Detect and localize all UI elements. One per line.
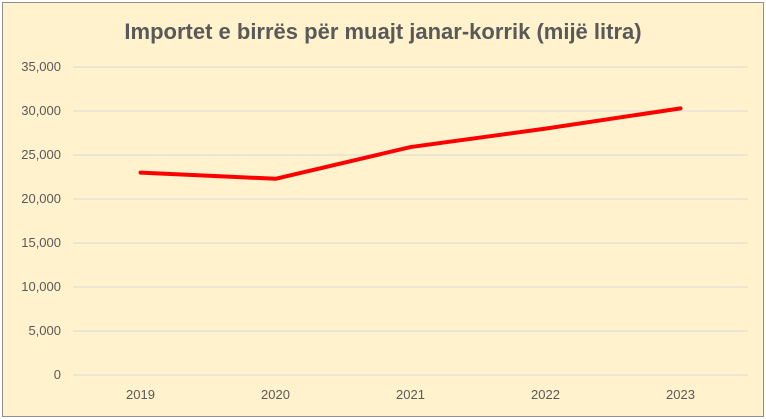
line-chart: 0 5,000 10,000 15,000 20,000 25,000 30,000 35,0… (21, 59, 748, 402)
series-line (138, 106, 683, 181)
x-tick-label: 2022 (531, 387, 560, 402)
y-tick-label: 15,000 (21, 235, 61, 250)
x-tick-label: 2019 (126, 387, 155, 402)
y-tick-label: 30,000 (21, 103, 61, 118)
chart-title: Importet e birrës për muajt janar-korrik… (124, 19, 642, 44)
x-tick-label: 2020 (261, 387, 290, 402)
y-tick-label: 10,000 (21, 279, 61, 294)
y-tick-label: 25,000 (21, 147, 61, 162)
y-tick-label: 5,000 (28, 323, 61, 338)
y-tick-label: 20,000 (21, 191, 61, 206)
y-tick-label: 0 (54, 367, 61, 382)
x-tick-label: 2021 (396, 387, 425, 402)
y-tick-label: 35,000 (21, 59, 61, 74)
x-tick-label: 2023 (666, 387, 695, 402)
